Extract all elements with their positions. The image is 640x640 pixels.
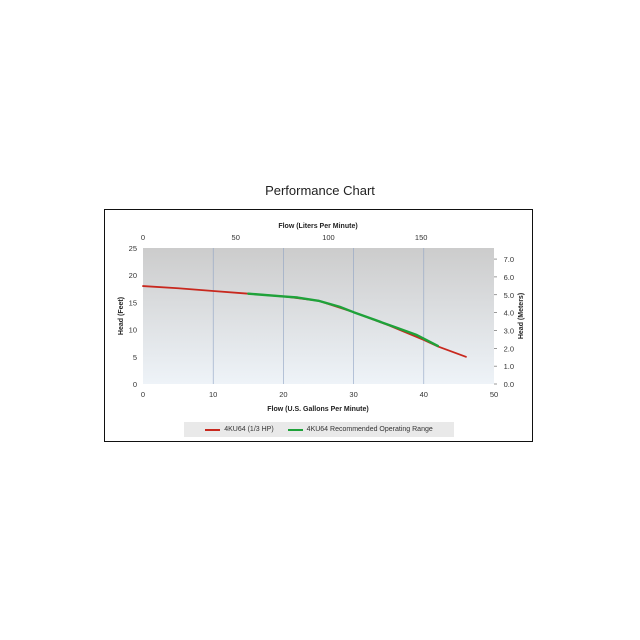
y2-tick-label: 0.0 bbox=[504, 380, 514, 389]
x-tick-label: 0 bbox=[141, 390, 145, 399]
y-tick-label: 5 bbox=[133, 353, 137, 362]
legend-item-range: 4KU64 Recommended Operating Range bbox=[287, 426, 433, 433]
x-tick-label: 10 bbox=[209, 390, 217, 399]
x-tick-label: 30 bbox=[349, 390, 357, 399]
x-tick-label: 50 bbox=[490, 390, 498, 399]
legend-label-range: 4KU64 Recommended Operating Range bbox=[306, 426, 433, 433]
x2-axis-title: Flow (Liters Per Minute) bbox=[278, 223, 357, 230]
legend-label-pump: 4KU64 (1/3 HP) bbox=[224, 426, 274, 433]
legend: 4KU64 (1/3 HP) 4KU64 Recommended Operati… bbox=[184, 422, 454, 437]
y2-tick-label: 5.0 bbox=[504, 291, 514, 300]
x2-tick-label: 0 bbox=[141, 233, 145, 242]
y2-tick-label: 7.0 bbox=[504, 255, 514, 264]
y-axis-title: Head (Feet) bbox=[118, 297, 125, 335]
y-tick-label: 25 bbox=[129, 244, 137, 253]
page-title: Performance Chart bbox=[265, 183, 375, 198]
plot-area bbox=[143, 248, 494, 384]
y2-tick-label: 2.0 bbox=[504, 344, 514, 353]
y-tick-label: 10 bbox=[129, 326, 137, 335]
y-tick-label: 20 bbox=[129, 271, 137, 280]
y2-tick-label: 6.0 bbox=[504, 273, 514, 282]
legend-item-pump: 4KU64 (1/3 HP) bbox=[205, 426, 274, 433]
x-tick-label: 20 bbox=[279, 390, 287, 399]
y2-tick-label: 1.0 bbox=[504, 362, 514, 371]
series-line-operating-range bbox=[247, 292, 440, 348]
legend-swatch-green bbox=[287, 428, 303, 431]
y-tick-label: 15 bbox=[129, 298, 137, 307]
x2-tick-label: 150 bbox=[415, 233, 428, 242]
y2-tick-label: 4.0 bbox=[504, 309, 514, 318]
y-tick-label: 0 bbox=[133, 380, 137, 389]
y2-tick-label: 3.0 bbox=[504, 326, 514, 335]
legend-swatch-red bbox=[205, 428, 221, 431]
x2-tick-label: 100 bbox=[322, 233, 335, 242]
x-tick-label: 40 bbox=[420, 390, 428, 399]
x2-tick-label: 50 bbox=[232, 233, 240, 242]
y2-axis-title: Head (Meters) bbox=[518, 293, 525, 339]
x-axis-title: Flow (U.S. Gallons Per Minute) bbox=[267, 406, 369, 413]
